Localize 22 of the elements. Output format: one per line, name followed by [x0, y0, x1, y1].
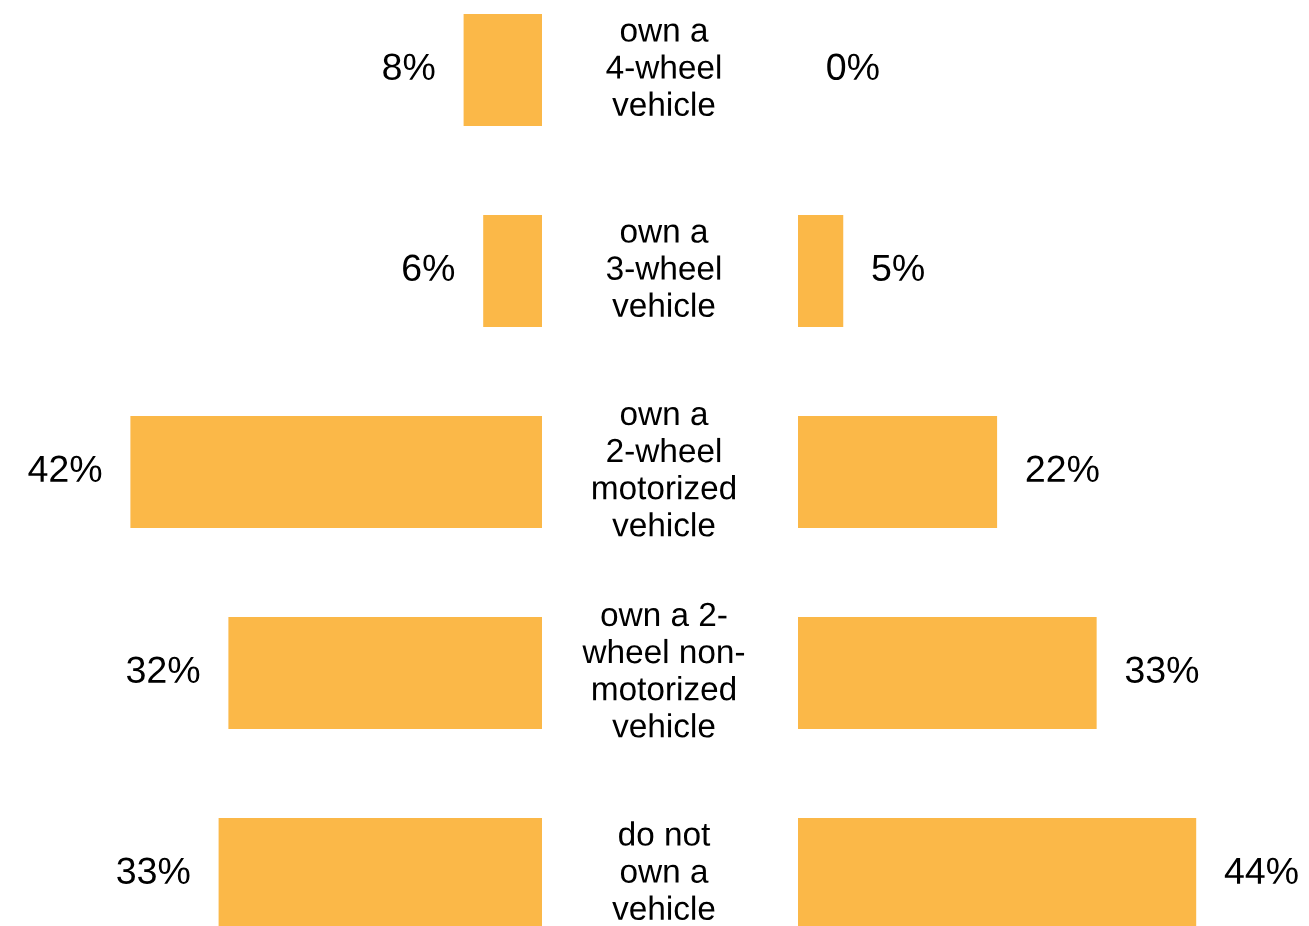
y-tick-label: own a 2- wheel non- motorized vehicle: [582, 602, 745, 738]
bar: [798, 215, 844, 327]
data-label: 0%: [827, 53, 879, 81]
data-label: 33%: [1125, 656, 1199, 684]
bar: [130, 416, 542, 528]
bar: [463, 14, 542, 126]
data-label: 5%: [872, 254, 924, 282]
data-label: 33%: [117, 857, 190, 885]
data-label: 42%: [28, 455, 102, 482]
y-tick-label: own a 4-wheel vehicle: [606, 23, 721, 117]
bar: [228, 617, 542, 729]
data-label: 44%: [1224, 857, 1298, 884]
y-tick-label: own a 3-wheel vehicle: [606, 224, 721, 318]
data-label: 22%: [1026, 455, 1099, 482]
y-tick-label: own a 2-wheel motorized vehicle: [593, 407, 736, 537]
bar: [798, 617, 1097, 729]
data-label: 32%: [127, 656, 200, 684]
data-label: 8%: [383, 53, 435, 81]
data-label: 6%: [403, 254, 455, 282]
bar: [483, 215, 542, 327]
bar: [798, 416, 998, 528]
y-tick-label: do not own a vehicle: [612, 821, 715, 921]
